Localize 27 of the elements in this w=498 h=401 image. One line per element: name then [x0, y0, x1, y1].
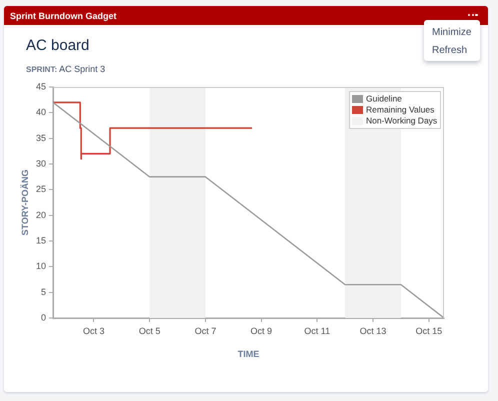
- x-axis-title: TIME: [238, 349, 260, 360]
- y-tick-label: 15: [36, 235, 46, 246]
- x-tick-label: Oct 15: [416, 326, 442, 336]
- y-tick-label: 30: [36, 158, 46, 168]
- y-axis-title: STORY-POÄNG: [20, 169, 30, 236]
- x-tick-label: Oct 9: [250, 326, 272, 336]
- y-tick-label: 45: [36, 81, 46, 92]
- band-label: Non-Working Days: [366, 115, 438, 126]
- text: Minimize: [432, 27, 472, 38]
- legend-label: Guideline: [366, 93, 402, 104]
- chart-subtitle: SPRINT: AC Sprint 3: [26, 64, 106, 75]
- y-tick-label: 25: [36, 184, 46, 194]
- text: Sprint Burndown Gadget: [10, 11, 116, 21]
- y-tick-label: 35: [36, 132, 46, 143]
- y-tick-label: 5: [40, 286, 46, 297]
- x-tick-label: Oct 11: [304, 326, 330, 336]
- text: Refresh: [432, 45, 468, 56]
- legend-label: Remaining Values: [366, 104, 434, 114]
- y-tick-label: 40: [36, 107, 46, 118]
- chart-title: AC board: [26, 37, 90, 54]
- y-tick-label: 0: [40, 312, 46, 322]
- x-tick-label: Oct 7: [194, 326, 216, 336]
- x-tick-label: Oct 5: [138, 326, 160, 336]
- x-tick-label: Oct 3: [82, 326, 104, 336]
- y-tick-label: 20: [36, 210, 46, 220]
- x-tick-label: Oct 13: [360, 326, 386, 336]
- y-tick-label: 10: [36, 261, 46, 272]
